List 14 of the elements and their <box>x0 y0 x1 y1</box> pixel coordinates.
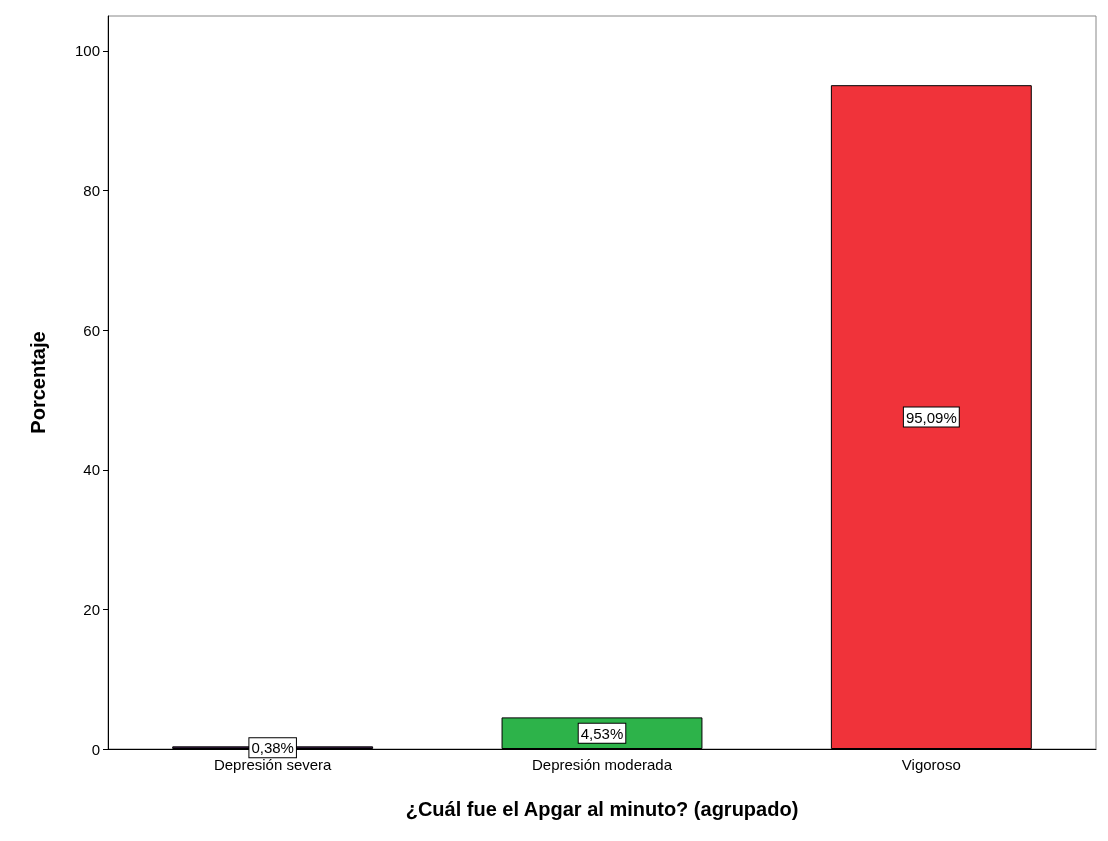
data-label: 4,53% <box>580 724 624 742</box>
y-tick-label: 80 <box>83 182 100 200</box>
data-label: 95,09% <box>905 408 957 426</box>
x-tick-label: Depresión severa <box>213 756 333 773</box>
y-tick-label: 20 <box>83 600 100 618</box>
y-axis-title: Porcentaje <box>27 331 49 434</box>
y-tick-label: 40 <box>83 461 100 479</box>
x-tick-label: Vigoroso <box>901 756 961 773</box>
y-tick-label: 100 <box>74 42 100 60</box>
y-tick-label: 60 <box>83 321 100 339</box>
data-label: 0,38% <box>251 739 294 757</box>
x-axis-title: ¿Cuál fue el Apgar al minuto? (agrupado) <box>405 798 799 820</box>
x-tick-label: Depresión moderada <box>531 756 673 773</box>
y-tick-label: 0 <box>91 740 100 758</box>
